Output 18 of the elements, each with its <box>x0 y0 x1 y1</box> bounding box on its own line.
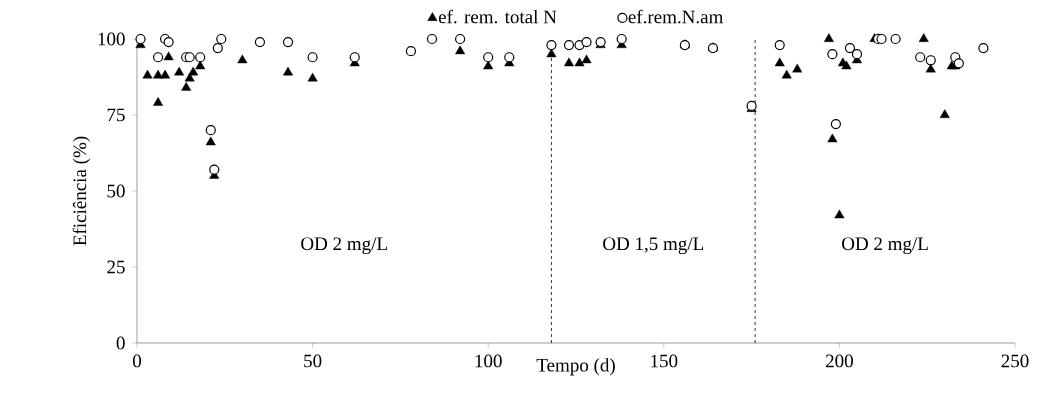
y-axis-title: Eficiência (%) <box>72 136 91 246</box>
x-tick-label: 150 <box>651 354 678 368</box>
y-tick-label: 75 <box>107 108 125 122</box>
annotation: OD 2 mg/L <box>301 237 387 255</box>
x-tick-label: 50 <box>304 354 322 368</box>
x-tick-label: 0 <box>132 354 142 368</box>
y-tick-label: 100 <box>98 32 125 46</box>
legend-label: ef.rem.N.am <box>628 9 724 24</box>
annotation: OD 1,5 mg/L <box>603 237 704 255</box>
x-tick-label: 200 <box>825 354 853 368</box>
x-axis-title: Tempo (d) <box>536 358 615 376</box>
y-tick-label: 50 <box>107 184 125 198</box>
legend-label: ef. rem. total N <box>438 9 557 24</box>
x-tick-label: 100 <box>475 354 502 368</box>
y-tick-label: 25 <box>107 260 125 274</box>
annotation: OD 2 mg/L <box>842 237 928 255</box>
y-tick-label: 0 <box>116 336 125 350</box>
x-tick-label: 250 <box>1001 354 1029 368</box>
